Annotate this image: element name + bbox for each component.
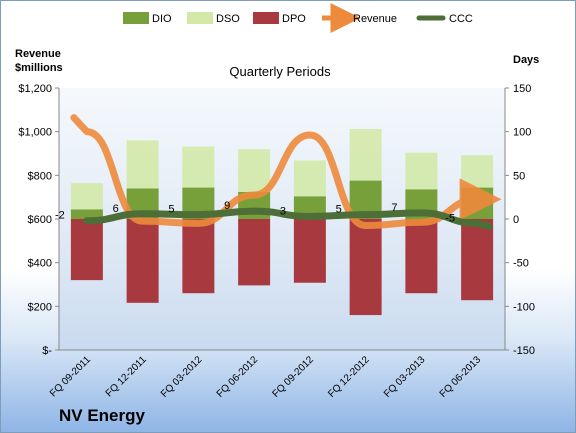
chart-title: Quarterly Periods bbox=[229, 64, 331, 79]
data-labels: -2 6 5 9 3 5 7 -5 bbox=[55, 200, 455, 224]
x-tick-label: FQ 12-2011 bbox=[104, 354, 149, 399]
ccc-data-label: 7 bbox=[391, 202, 397, 214]
y-left-tick-label: $200 bbox=[28, 301, 52, 313]
legend: DIO DSO DPO Revenue CCC bbox=[123, 3, 473, 33]
y-right-tick-label: 100 bbox=[513, 127, 531, 139]
bar-dso bbox=[461, 155, 494, 188]
company-name: NV Energy bbox=[59, 406, 145, 425]
y-left-tick-label: $400 bbox=[28, 258, 52, 270]
bar-dso bbox=[405, 152, 438, 190]
legend-label: CCC bbox=[449, 13, 473, 25]
bar-dpo bbox=[238, 219, 271, 286]
y-right-tick-label: -150 bbox=[513, 345, 535, 357]
bar-dso bbox=[349, 129, 382, 181]
legend-label: DPO bbox=[282, 13, 306, 25]
ccc-data-label: 9 bbox=[224, 200, 230, 212]
ccc-data-label: 3 bbox=[280, 205, 286, 217]
x-tick-label: FQ 03-2013 bbox=[382, 354, 428, 400]
bar-dso bbox=[70, 183, 103, 210]
bar-dpo bbox=[349, 219, 382, 316]
ccc-data-label: 6 bbox=[113, 203, 119, 215]
revenue-line bbox=[70, 114, 502, 230]
bar-dso bbox=[182, 146, 215, 188]
y-right-tick-label: 150 bbox=[513, 83, 531, 95]
ccc-data-label: -5 bbox=[445, 212, 455, 224]
bar-dpo bbox=[293, 219, 326, 283]
y-left-label-line1: Revenue bbox=[15, 48, 61, 60]
x-tick-label: FQ 09-2011 bbox=[48, 354, 93, 399]
x-tick-label: FQ 06-2013 bbox=[438, 354, 484, 400]
x-tick-label: FQ 09-2012 bbox=[270, 354, 316, 400]
y-right-tick-label: -50 bbox=[513, 258, 529, 270]
y-right-tick-label: 0 bbox=[513, 214, 519, 226]
lines bbox=[70, 114, 502, 230]
bar-dpo bbox=[182, 219, 215, 294]
legend-swatch-dso bbox=[187, 12, 213, 24]
x-tick-label: FQ 06-2012 bbox=[215, 354, 261, 400]
legend-label: DIO bbox=[152, 13, 172, 25]
bar-dio bbox=[70, 209, 103, 219]
ccc-data-label: 5 bbox=[336, 204, 342, 216]
bar-dpo bbox=[461, 219, 494, 301]
y-left-tick-label: $1,200 bbox=[18, 83, 52, 95]
x-tick-label: FQ 03-2012 bbox=[159, 354, 205, 400]
y-right-tick-label: -100 bbox=[513, 301, 535, 313]
ccc-data-label: 5 bbox=[168, 204, 174, 216]
bar-dso bbox=[293, 160, 326, 197]
bar-dpo bbox=[126, 219, 159, 303]
ccc-data-label: -2 bbox=[55, 210, 65, 222]
legend-swatch-dpo bbox=[253, 12, 279, 24]
y-left-label-line2: $millions bbox=[15, 62, 63, 74]
y-left-tick-label: $- bbox=[42, 345, 52, 357]
x-tick-label: FQ 12-2012 bbox=[326, 354, 372, 400]
bar-dso bbox=[238, 149, 271, 192]
y-right-label: Days bbox=[513, 54, 539, 66]
bar-dpo bbox=[70, 219, 103, 281]
bar-dpo bbox=[405, 219, 438, 294]
y-right-tick-label: 50 bbox=[513, 170, 525, 182]
legend-label: Revenue bbox=[353, 13, 397, 25]
bar-dso bbox=[126, 140, 159, 189]
y-left-tick-label: $800 bbox=[28, 170, 52, 182]
legend-swatch-dio bbox=[123, 12, 149, 24]
y-left-tick-label: $600 bbox=[28, 214, 52, 226]
y-left-tick-label: $1,000 bbox=[18, 127, 52, 139]
legend-label: DSO bbox=[216, 13, 240, 25]
ccc-line bbox=[83, 207, 493, 230]
